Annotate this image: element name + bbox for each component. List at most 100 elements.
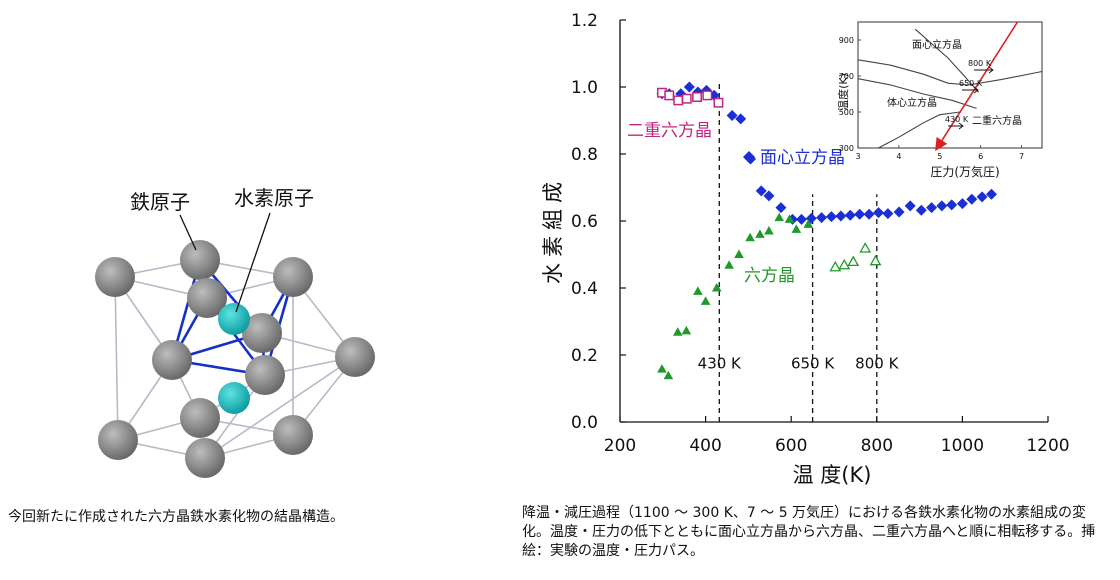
- inset-arrow-430k: [948, 122, 964, 130]
- inset-phase-boundary: [857, 59, 1043, 86]
- dhcp-point: [702, 90, 713, 101]
- y-tick-label: 0.4: [571, 279, 598, 299]
- fcc-point: [986, 188, 998, 200]
- x-tick-label: 1000: [941, 436, 984, 456]
- hcp-point: [693, 286, 703, 295]
- inset-ticks: 3 4 5 6 7 300 500 700 900: [839, 36, 1024, 161]
- fcc-point: [735, 113, 747, 125]
- fcc-point: [763, 190, 775, 202]
- iron-atom: [185, 438, 225, 478]
- fcc-point: [775, 202, 787, 214]
- hcp-point: [784, 214, 795, 223]
- y-tick-label: 1.0: [571, 78, 598, 98]
- fcc-point: [683, 81, 695, 93]
- iron-atom: [95, 257, 135, 297]
- dhcp-point: [713, 97, 724, 108]
- fcc-point: [844, 209, 856, 221]
- inset-phase-boundary: [857, 78, 977, 109]
- hydrogen-composition-chart: 200 400 600 800 1000 1200 0.0 0.2 0.4 0.6 0.8 1.0 1.…: [541, 11, 1070, 487]
- label-hcp: 六方晶: [744, 266, 795, 286]
- hydrogen-atom: [218, 303, 250, 335]
- hcp-point: [734, 249, 744, 258]
- inset-label-430k: 430 K: [945, 115, 969, 124]
- label-fcc: 面心立方晶: [760, 148, 845, 168]
- x-tick-label: 200: [604, 436, 636, 456]
- structure-caption: 今回新たに作成された六方晶鉄水素化物の結晶構造。: [8, 509, 344, 525]
- transition-label: 430 K: [698, 354, 742, 372]
- data-points: [656, 81, 998, 380]
- inset-y-tick-label: 900: [839, 36, 854, 45]
- iron-atom: [273, 415, 313, 455]
- iron-atom: [180, 240, 220, 280]
- inset-x-tick-label: 7: [1019, 152, 1024, 161]
- iron-atom: [242, 313, 282, 353]
- inset-x-tick-label: 3: [855, 152, 860, 161]
- fcc-point: [835, 210, 847, 222]
- hcp-point: [724, 260, 734, 269]
- y-tick-label: 0.0: [571, 413, 598, 433]
- x-tick-label: 800: [861, 436, 893, 456]
- legend-fcc: 面心立方晶: [743, 148, 845, 168]
- iron-atom: [152, 340, 192, 380]
- inset-y-tick-label: 300: [839, 144, 854, 153]
- iron-atom: [187, 278, 227, 318]
- hydrogen-label-leader: [235, 212, 271, 313]
- y-tick-label: 1.2: [571, 11, 598, 31]
- transition-lines: 430 K 650 K 800 K: [698, 80, 900, 422]
- iron-label-leader: [179, 214, 197, 251]
- hcp-point: [681, 325, 692, 335]
- fcc-point: [976, 191, 988, 203]
- atom-bond: [114, 276, 119, 441]
- x-tick-label: 400: [689, 436, 721, 456]
- fcc-point: [936, 200, 948, 212]
- hcp-point: [657, 364, 667, 373]
- dhcp-point: [692, 92, 702, 102]
- iron-atom: [98, 420, 138, 460]
- atom-bond: [204, 356, 356, 459]
- x-axis-label: 温 度(K): [793, 463, 872, 487]
- label-dhcp: 二重六方晶: [627, 121, 712, 141]
- iron-atom: [180, 398, 220, 438]
- fcc-point: [726, 109, 738, 121]
- fcc-point: [926, 202, 938, 214]
- pressure-temperature-inset: 3 4 5 6 7 300 500 700 900 面心立方晶 体心立方晶 二重六方晶 800 …: [836, 21, 1043, 179]
- hcp-point: [803, 219, 814, 228]
- transition-label: 650 K: [791, 354, 835, 372]
- hcp-open-point: [838, 258, 851, 270]
- inset-x-tick-label: 6: [978, 152, 983, 161]
- label-iron-atom: 鉄原子: [130, 190, 190, 214]
- fcc-point: [966, 193, 978, 205]
- hcp-open-point: [859, 242, 872, 253]
- inset-y-tick-label: 500: [839, 108, 854, 117]
- fcc-point: [904, 200, 916, 212]
- inset-x-tick-label: 4: [896, 152, 901, 161]
- hcp-point: [755, 229, 765, 238]
- fcc-label-marker: [743, 151, 755, 163]
- iron-atom: [245, 355, 285, 395]
- dhcp-point: [664, 90, 675, 101]
- hcp-point: [774, 212, 785, 222]
- inset-arrow-650k: [962, 86, 979, 94]
- inset-y-tick-label: 700: [839, 72, 854, 81]
- dhcp-point: [681, 93, 692, 104]
- hcp-open-point: [869, 254, 882, 266]
- hydrogen-atom: [218, 382, 250, 414]
- fcc-point: [873, 207, 885, 219]
- crystal-structure: 鉄原子 水素原子: [95, 186, 375, 478]
- tick-labels: 200 400 600 800 1000 1200 0.0 0.2 0.4 0.6 0.8 1.0 1.…: [571, 11, 1070, 456]
- fcc-point: [795, 213, 807, 225]
- hcp-point: [764, 226, 774, 235]
- inset-region-fcc: 面心立方晶: [912, 38, 962, 51]
- fcc-point: [956, 198, 968, 210]
- inset-phase-boundary: [914, 28, 980, 93]
- hcp-point: [663, 370, 674, 380]
- inset-phase-boundary: [878, 111, 961, 149]
- iron-atom: [273, 257, 313, 297]
- fcc-point: [816, 212, 828, 224]
- y-tick-label: 0.2: [571, 346, 598, 366]
- y-tick-label: 0.8: [571, 145, 598, 165]
- fcc-point: [915, 204, 927, 216]
- hcp-point: [711, 283, 722, 292]
- inset-x-tick-label: 5: [937, 152, 942, 161]
